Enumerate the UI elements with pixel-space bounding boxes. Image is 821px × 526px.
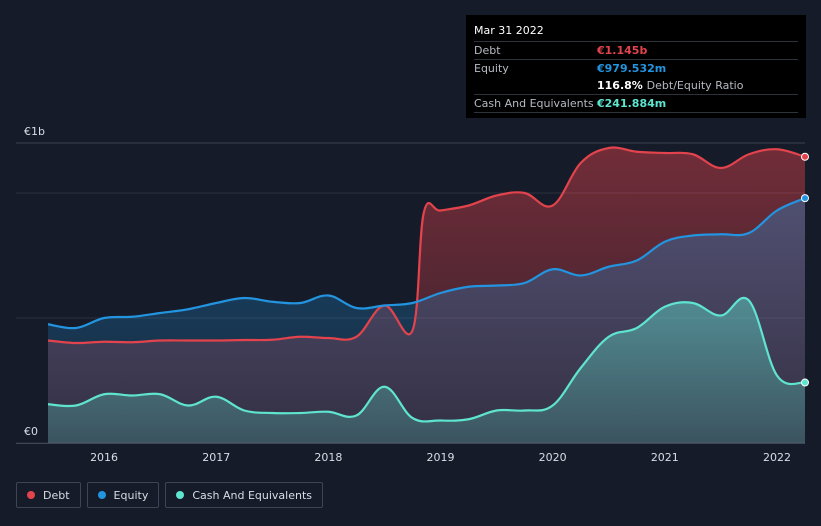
legend-debt-label: Debt: [43, 488, 70, 502]
tooltip-row-ratio: 116.8% Debt/Equity Ratio: [474, 77, 798, 95]
y-tick-label: €1b: [24, 125, 45, 138]
legend-equity-label: Equity: [113, 488, 149, 502]
series-line-debt: [47, 146, 806, 345]
x-tick-label: 2020: [539, 451, 567, 464]
data-tooltip: Mar 31 2022 Debt €1.145b Equity €979.532…: [466, 15, 806, 118]
tooltip-debt-label: Debt: [474, 44, 501, 57]
tooltip-date: Mar 31 2022: [474, 23, 798, 42]
series-line-cash: [47, 296, 806, 423]
tooltip-ratio-label: Debt/Equity Ratio: [646, 79, 744, 92]
tooltip-row-equity: Equity €979.532m: [474, 60, 798, 77]
series-line-equity: [47, 197, 806, 330]
x-tick-label: 2019: [427, 451, 455, 464]
legend-item-equity[interactable]: Equity: [86, 482, 160, 508]
endpoint-marker-debt: [801, 152, 809, 161]
x-tick-label: 2017: [202, 451, 230, 464]
tooltip-cash-value: €241.884m: [597, 97, 667, 110]
tooltip-ratio-value: 116.8%: [597, 79, 643, 92]
tooltip-debt-value: €1.145b: [597, 44, 648, 57]
legend-equity-dot-icon: [97, 491, 106, 499]
y-tick-label: €0: [24, 425, 38, 438]
endpoint-marker-equity: [801, 194, 809, 203]
endpoint-marker-cash: [801, 378, 809, 387]
tooltip-cash-label: Cash And Equivalents: [474, 97, 594, 110]
tooltip-equity-label: Equity: [474, 62, 509, 75]
tooltip-row-debt: Debt €1.145b: [474, 42, 798, 60]
legend-cash-label: Cash And Equivalents: [192, 488, 312, 502]
x-tick-label: 2018: [314, 451, 342, 464]
tooltip-row-cash: Cash And Equivalents €241.884m: [474, 95, 798, 113]
legend-item-cash[interactable]: Cash And Equivalents: [165, 482, 323, 508]
legend-cash-dot-icon: [176, 491, 185, 499]
x-tick-label: 2021: [651, 451, 679, 464]
legend-item-debt[interactable]: Debt: [16, 482, 81, 508]
x-tick-label: 2022: [763, 451, 791, 464]
legend-debt-dot-icon: [27, 491, 35, 499]
tooltip-ratio: 116.8% Debt/Equity Ratio: [597, 77, 743, 94]
x-tick-label: 2016: [90, 451, 118, 464]
chart-legend: Debt Equity Cash And Equivalents: [16, 482, 323, 510]
tooltip-equity-value: €979.532m: [597, 62, 667, 75]
